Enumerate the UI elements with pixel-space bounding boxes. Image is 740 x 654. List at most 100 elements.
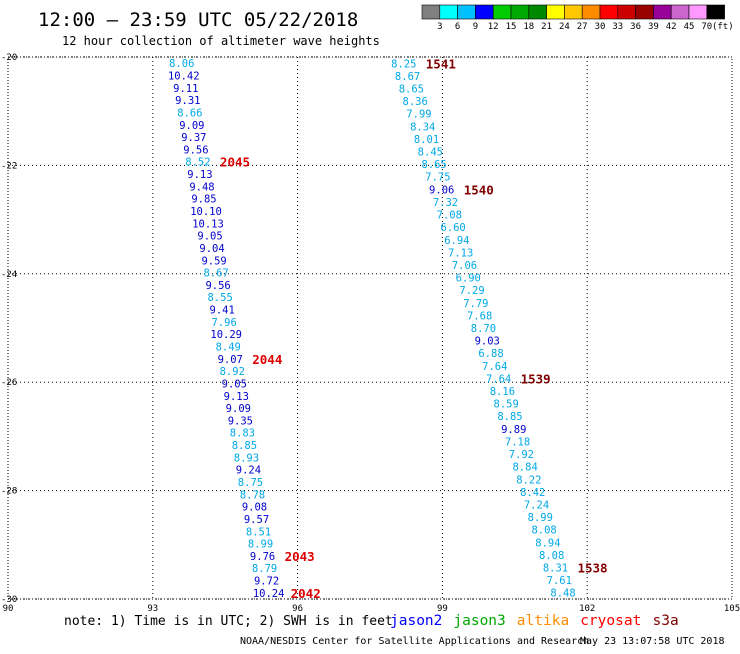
wave-height-label: 8.85 <box>497 411 522 423</box>
wave-height-label: 9.89 <box>501 424 526 436</box>
pass-time-label: 2043 <box>285 549 315 564</box>
footer-note: note: 1) Time is in UTC; 2) SWH is in fe… <box>64 614 393 629</box>
colorbar-swatch <box>510 4 530 20</box>
x-tick-label: 102 <box>579 604 595 614</box>
wave-height-label: 9.37 <box>181 132 206 144</box>
wave-height-label: 10.29 <box>210 329 242 341</box>
colorbar-swatch <box>617 4 636 20</box>
satellite-legend: jason2 jason3 altika cryosat s3a <box>390 613 679 629</box>
wave-height-label: 8.59 <box>494 399 519 411</box>
wave-height-label: 8.08 <box>531 525 556 537</box>
wave-height-label: 7.08 <box>437 210 462 222</box>
wave-height-label: 10.10 <box>190 206 222 218</box>
wave-height-label: 8.52 <box>185 157 210 169</box>
wave-height-label: 7.64 <box>486 373 511 385</box>
wave-height-label: 8.06 <box>169 58 194 70</box>
colorbar-label: 36 <box>630 22 641 32</box>
wave-height-label: 8.49 <box>216 341 241 353</box>
colorbar-label: 27 <box>577 22 588 32</box>
wave-height-label: 6.60 <box>440 222 465 234</box>
wave-height-label: 10.42 <box>168 70 200 82</box>
wave-height-label: 9.11 <box>173 83 198 95</box>
colorbar-label: 6 <box>455 22 460 32</box>
wave-height-label: 7.96 <box>212 317 237 329</box>
colorbar-label: 42 <box>666 22 677 32</box>
plot-frame <box>7 56 733 600</box>
legend-jason2: jason2 <box>390 613 442 629</box>
wave-height-label: 9.07 <box>218 354 243 366</box>
pass-time-label: 1538 <box>577 560 607 575</box>
wave-height-label: 8.92 <box>220 366 245 378</box>
wave-height-label: 10.24 <box>253 588 285 600</box>
wave-height-label: 9.13 <box>224 391 249 403</box>
wave-height-label: 8.99 <box>248 539 273 551</box>
wave-height-label: 9.08 <box>242 502 267 514</box>
colorbar-label: 33 <box>612 22 623 32</box>
colorbar-swatch <box>706 4 725 20</box>
wave-height-label: 8.75 <box>238 477 263 489</box>
wave-height-label: 9.09 <box>179 120 204 132</box>
wave-height-label: 9.59 <box>201 255 226 267</box>
wave-height-label: 9.13 <box>187 169 212 181</box>
wave-height-label: 9.57 <box>244 514 269 526</box>
wave-height-label: 8.01 <box>414 134 439 146</box>
chart-subtitle: 12 hour collection of altimeter wave hei… <box>62 34 380 48</box>
colorbar-label: 15 <box>506 22 517 32</box>
legend-jason3: jason3 <box>453 613 505 629</box>
wave-height-label: 8.85 <box>232 440 257 452</box>
colorbar-swatch <box>564 4 583 20</box>
pass-time-label: 2042 <box>291 586 321 601</box>
wave-height-label: 8.31 <box>543 562 568 574</box>
wave-height-label: 8.48 <box>550 588 575 600</box>
colorbar-swatch <box>670 4 690 20</box>
wave-height-label: 7.24 <box>524 499 549 511</box>
axis-ticks: 90 93 96 99 102 105 -20 -22 -24 -26 -28 -30 <box>1 53 740 614</box>
wave-height-label: 7.79 <box>463 298 488 310</box>
wave-height-label: 8.67 <box>203 268 228 280</box>
colorbar-swatch <box>475 4 494 20</box>
x-tick-label: 96 <box>292 604 303 614</box>
wave-height-label: 7.75 <box>425 172 450 184</box>
colorbar-swatch <box>653 4 672 20</box>
wave-height-label: 8.42 <box>520 487 545 499</box>
legend-altika: altika <box>517 613 569 629</box>
wave-height-label: 7.18 <box>505 436 530 448</box>
wave-height-label: 8.25 <box>391 58 416 70</box>
legend-s3a: s3a <box>653 613 679 629</box>
wave-height-label: 9.03 <box>475 336 500 348</box>
colorbar-swatch <box>599 4 619 20</box>
pass-time-label: 2044 <box>252 352 282 367</box>
wave-height-label: 9.41 <box>210 305 235 317</box>
pass-time-label: 1539 <box>521 371 551 386</box>
wave-height-label: 7.29 <box>459 285 484 297</box>
wave-height-label: 6.94 <box>444 235 469 247</box>
wave-height-label: 7.13 <box>448 247 473 259</box>
wave-height-label: 8.83 <box>230 428 255 440</box>
wave-height-label: 8.94 <box>535 537 560 549</box>
colorbar-label: 12 <box>488 22 499 32</box>
wave-height-label: 7.61 <box>547 575 572 587</box>
colorbar-label: 18 <box>523 22 534 32</box>
x-tick-label: 90 <box>3 604 14 614</box>
wave-height-label: 7.99 <box>406 109 431 121</box>
colorbar-label: 24 <box>559 22 570 32</box>
colorbar-label: (ft) <box>712 22 734 32</box>
y-tick-label: -20 <box>1 53 17 63</box>
colorbar-swatch <box>457 4 476 20</box>
wave-height-label: 7.64 <box>482 361 507 373</box>
wave-height-label: 8.70 <box>471 323 496 335</box>
colorbar-label: 21 <box>541 22 552 32</box>
x-tick-label: 99 <box>437 604 448 614</box>
pass-time-label: 1541 <box>426 56 456 71</box>
wave-height-label: 8.99 <box>528 512 553 524</box>
chart-title: 12:00 – 23:59 UTC 05/22/2018 <box>38 9 358 31</box>
wave-height-label: 9.56 <box>205 280 230 292</box>
y-tick-label: -24 <box>1 270 17 280</box>
plot-border <box>7 56 733 600</box>
wave-height-label: 7.32 <box>433 197 458 209</box>
wave-height-label: 8.45 <box>418 147 443 159</box>
colorbar-label: 9 <box>473 22 478 32</box>
colorbar-label: 30 <box>595 22 606 32</box>
wave-height-label: 8.51 <box>246 526 271 538</box>
